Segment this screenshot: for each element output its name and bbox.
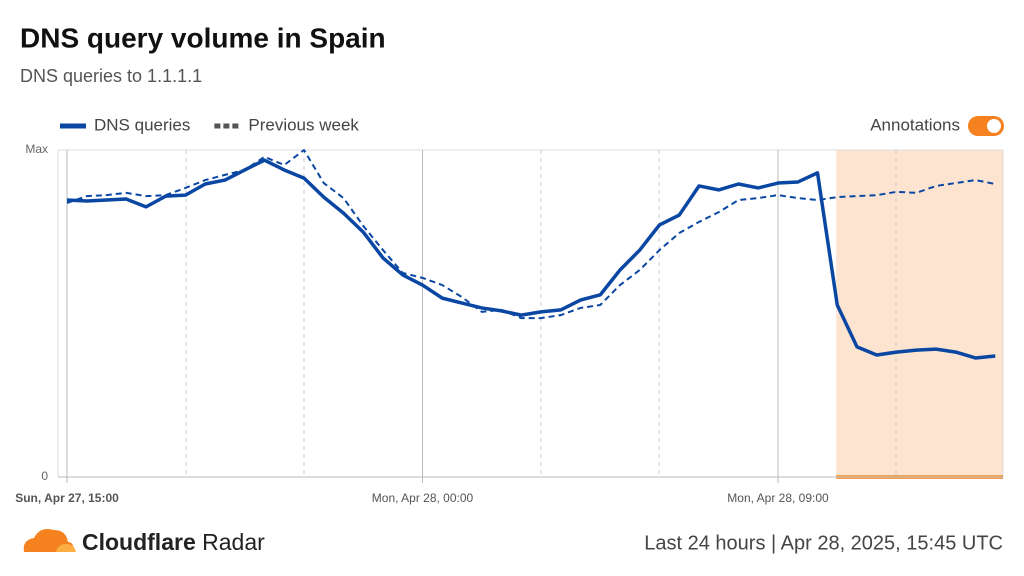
y-tick-label: 0 <box>41 469 48 483</box>
legend: DNS queries Previous week <box>60 115 359 134</box>
annotations-label: Annotations <box>870 115 960 134</box>
annotation-region <box>836 150 1003 477</box>
chart-title: DNS query volume in Spain <box>20 22 386 53</box>
logo-cloud <box>56 544 76 552</box>
brand: Cloudflare Radar <box>82 529 265 555</box>
x-tick-label: Mon, Apr 28, 09:00 <box>727 491 829 505</box>
brand-name: Radar <box>202 529 265 555</box>
previous-week-line <box>66 149 996 320</box>
dns-queries-line <box>66 158 996 360</box>
brand-bold: Cloudflare <box>82 529 196 555</box>
chart-subtitle: DNS queries to 1.1.1.1 <box>20 66 202 86</box>
legend-label: Previous week <box>248 115 359 134</box>
y-tick-label: Max <box>25 142 48 156</box>
toggle-knob[interactable] <box>987 119 1001 133</box>
minor-grid <box>185 150 897 477</box>
annotations-toggle[interactable] <box>968 116 1004 136</box>
logo <box>23 529 76 552</box>
x-tick-label: Sun, Apr 27, 15:00 <box>15 491 119 505</box>
legend-label: DNS queries <box>94 115 190 134</box>
plot-area <box>57 149 1004 477</box>
x-tick-label: Mon, Apr 28, 00:00 <box>372 491 474 505</box>
timestamp: Last 24 hours | Apr 28, 2025, 15:45 UTC <box>644 532 1003 554</box>
